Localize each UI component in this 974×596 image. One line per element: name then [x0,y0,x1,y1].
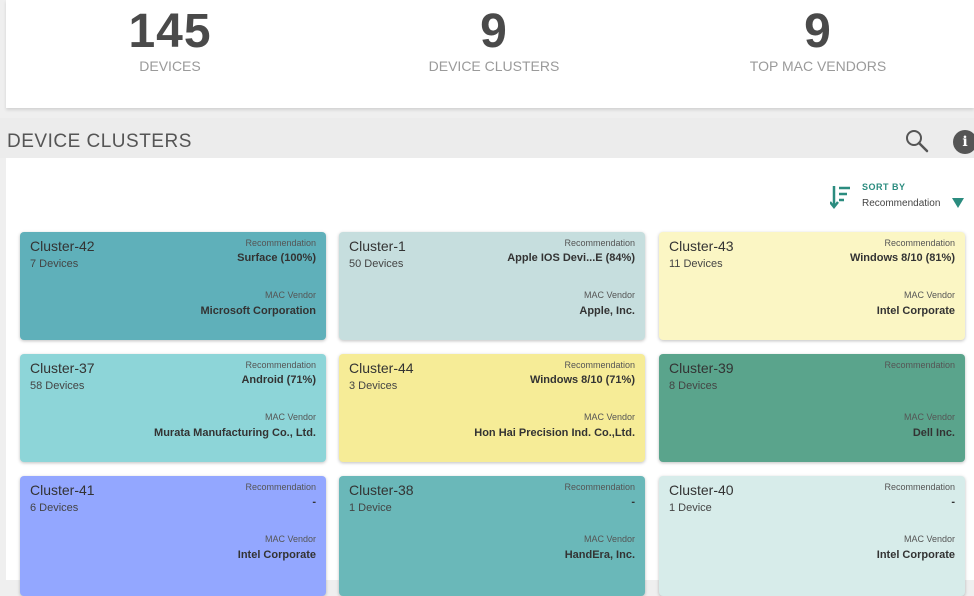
mac-vendor-value: Hon Hai Precision Ind. Co.,Ltd. [474,427,635,439]
cluster-name: Cluster-40 [669,482,734,498]
cluster-device-count: 6 Devices [30,502,79,514]
recommendation-label: Recommendation [245,360,316,370]
mac-vendor-value: Apple, Inc. [579,305,635,317]
sort-by-label: SORT BY [862,182,906,192]
cluster-device-count: 1 Device [669,502,712,514]
cluster-name: Cluster-41 [30,482,95,498]
recommendation-label: Recommendation [245,482,316,492]
cluster-name: Cluster-44 [349,360,414,376]
recommendation-value: Windows 8/10 (81%) [849,252,955,264]
recommendation-label: Recommendation [884,360,955,370]
recommendation-label: Recommendation [564,238,635,248]
search-icon[interactable] [904,128,930,154]
mac-vendor-value: Intel Corporate [876,549,955,561]
stat-label: TOP MAC VENDORS [749,58,887,74]
recommendation-label: Recommendation [884,482,955,492]
cluster-card[interactable]: Cluster-42 7 Devices Recommendation Surf… [20,232,326,340]
cluster-card[interactable]: Cluster-43 11 Devices Recommendation Win… [659,232,965,340]
stat-value: 9 [804,5,832,58]
mac-vendor-label: MAC Vendor [903,534,955,544]
info-icon[interactable]: i [953,130,974,154]
cluster-device-count: 3 Devices [349,380,398,392]
sort-by-dropdown[interactable]: SORT BY Recommendation [829,182,970,212]
recommendation-label: Recommendation [564,360,635,370]
mac-vendor-value: Intel Corporate [237,549,316,561]
recommendation-value: Apple IOS Devi...E (84%) [507,252,635,264]
cluster-device-count: 11 Devices [669,258,723,270]
recommendation-value: - [951,496,955,508]
cluster-device-count: 1 Device [349,502,392,514]
caret-down-icon[interactable] [952,198,964,208]
cluster-name: Cluster-43 [669,238,734,254]
section-header: DEVICE CLUSTERS [0,118,974,158]
mac-vendor-label: MAC Vendor [264,290,316,300]
stat-label: DEVICES [139,58,201,74]
cluster-card[interactable]: Cluster-41 6 Devices Recommendation - MA… [20,476,326,596]
mac-vendor-label: MAC Vendor [903,412,955,422]
recommendation-label: Recommendation [564,482,635,492]
cluster-card[interactable]: Cluster-1 50 Devices Recommendation Appl… [339,232,645,340]
recommendation-label: Recommendation [245,238,316,248]
cluster-card[interactable]: Cluster-37 58 Devices Recommendation And… [20,354,326,462]
section-title: DEVICE CLUSTERS [7,131,192,152]
stat-top-mac-vendors: 9 TOP MAC VENDORS [688,5,948,75]
summary-stats-bar: 145 DEVICES 9 DEVICE CLUSTERS 9 TOP MAC … [6,0,974,108]
mac-vendor-value: Dell Inc. [912,427,955,439]
cluster-card[interactable]: Cluster-38 1 Device Recommendation - MAC… [339,476,645,596]
stat-devices: 145 DEVICES [40,5,300,75]
mac-vendor-label: MAC Vendor [264,412,316,422]
mac-vendor-value: Murata Manufacturing Co., Ltd. [154,427,316,439]
stat-label: DEVICE CLUSTERS [428,58,560,74]
cluster-device-count: 58 Devices [30,380,85,392]
mac-vendor-value: HandEra, Inc. [564,549,635,561]
cluster-name: Cluster-39 [669,360,734,376]
cluster-card[interactable]: Cluster-44 3 Devices Recommendation Wind… [339,354,645,462]
cluster-name: Cluster-37 [30,360,95,376]
mac-vendor-label: MAC Vendor [903,290,955,300]
mac-vendor-label: MAC Vendor [264,534,316,544]
cluster-name: Cluster-1 [349,238,406,254]
cluster-device-count: 50 Devices [349,258,404,270]
recommendation-value: Surface (100%) [237,252,316,264]
stat-value: 9 [480,5,508,58]
cluster-card[interactable]: Cluster-39 8 Devices Recommendation MAC … [659,354,965,462]
cluster-device-count: 7 Devices [30,258,79,270]
recommendation-value: - [631,496,635,508]
recommendation-value: Android (71%) [241,374,316,386]
cluster-device-count: 8 Devices [669,380,718,392]
recommendation-label: Recommendation [884,238,955,248]
mac-vendor-label: MAC Vendor [583,290,635,300]
recommendation-value: Windows 8/10 (71%) [529,374,635,386]
stat-value: 145 [128,5,212,58]
recommendation-value: - [312,496,316,508]
cluster-name: Cluster-42 [30,238,95,254]
mac-vendor-label: MAC Vendor [583,534,635,544]
sort-icon [829,184,852,210]
cluster-name: Cluster-38 [349,482,414,498]
mac-vendor-label: MAC Vendor [583,412,635,422]
cluster-card[interactable]: Cluster-40 1 Device Recommendation - MAC… [659,476,965,596]
sort-by-value: Recommendation [862,198,941,209]
stat-device-clusters: 9 DEVICE CLUSTERS [364,5,624,75]
mac-vendor-value: Microsoft Corporation [200,305,317,317]
mac-vendor-value: Intel Corporate [876,305,955,317]
